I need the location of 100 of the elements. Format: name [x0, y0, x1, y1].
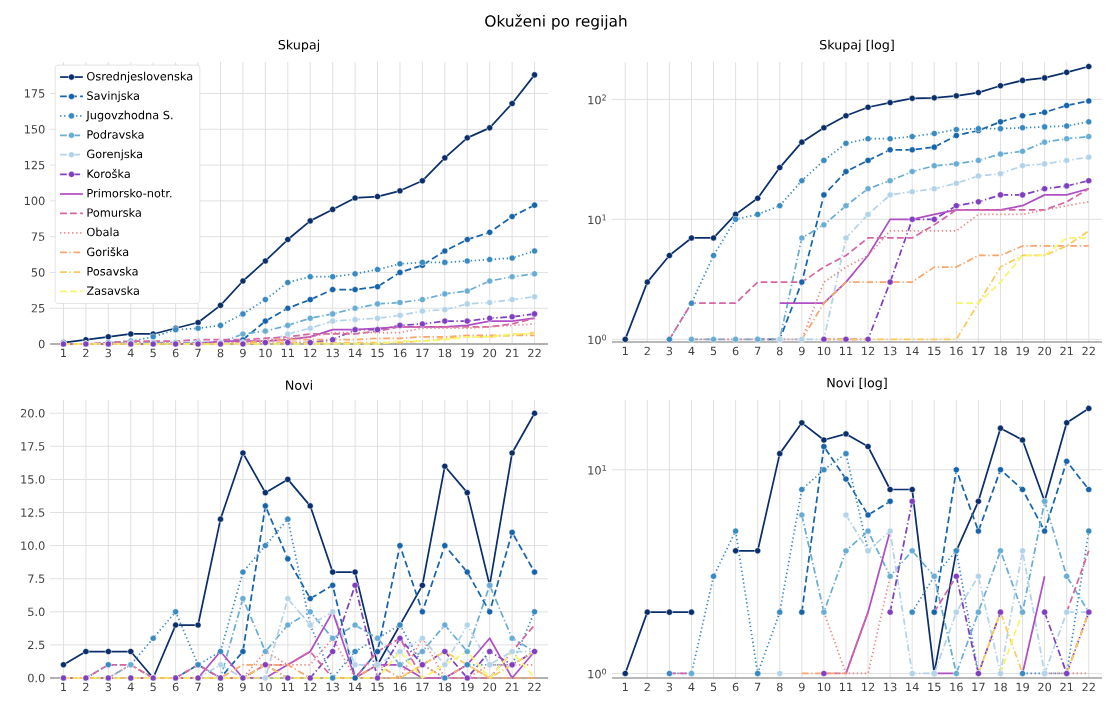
y-tick-label: 17.5	[21, 442, 45, 451]
x-tick-label: 16	[950, 346, 963, 356]
legend-label: Osrednjeslovenska	[87, 71, 193, 83]
x-tick-label: 8	[217, 682, 224, 692]
legend-label: Primorsko-notr.	[87, 188, 172, 198]
x-tick-label: 7	[755, 346, 761, 355]
x-tick-label: 3	[105, 682, 112, 692]
x-tick-label: 5	[150, 348, 156, 358]
x-tick-label: 20	[483, 348, 497, 358]
x-tick-label: 1	[61, 682, 67, 691]
x-tick-label: 20	[1038, 346, 1052, 356]
x-tick-label: 22	[1082, 682, 1095, 692]
y-tick-label: 125	[24, 160, 45, 170]
x-tick-label: 3	[105, 348, 112, 358]
x-tick-label: 2	[83, 682, 89, 692]
x-tick-label: 10	[259, 348, 272, 358]
legend-label: Pomurska	[87, 208, 141, 217]
x-tick-label: 2	[644, 682, 650, 692]
x-tick-label: 21	[1060, 682, 1073, 692]
x-tick-label: 19	[1016, 346, 1029, 356]
x-tick-label: 11	[281, 682, 294, 691]
y-tick-label: 5.0	[28, 607, 45, 617]
y-tick-label: 20.0	[20, 408, 45, 418]
x-tick-label: 14	[906, 682, 919, 691]
x-tick-label: 10	[817, 346, 831, 356]
x-tick-label: 13	[884, 346, 897, 356]
legend-label: Podravska	[87, 129, 144, 139]
x-tick-label: 22	[528, 682, 541, 692]
y-tick-label: 10$^{0}$	[588, 334, 607, 345]
x-tick-label: 15	[928, 682, 941, 692]
x-tick-label: 8	[776, 682, 783, 692]
x-tick-label: 17	[416, 682, 429, 691]
x-tick-label: 9	[798, 682, 805, 692]
x-tick-label: 15	[371, 682, 384, 692]
y-tick-label: 150	[24, 125, 45, 134]
y-tick-label: 10$^{0}$	[588, 668, 607, 679]
chart-title: Novi [log]	[827, 377, 887, 390]
y-tick-label: 100	[24, 196, 45, 206]
x-tick-label: 7	[755, 682, 761, 691]
x-tick-label: 5	[150, 682, 156, 692]
y-tick-label: 25	[31, 303, 45, 313]
x-tick-label: 2	[83, 348, 89, 358]
y-tick-label: 15.0	[21, 475, 45, 484]
y-tick-label: 10$^{1}$	[588, 464, 606, 475]
x-tick-label: 4	[127, 682, 134, 691]
y-tick-label: 10.0	[21, 541, 45, 550]
x-tick-label: 21	[505, 348, 519, 358]
x-tick-label: 5	[710, 346, 717, 356]
x-tick-label: 3	[666, 682, 673, 692]
x-tick-label: 16	[394, 682, 407, 692]
x-tick-label: 17	[416, 348, 429, 357]
x-tick-label: 12	[862, 682, 875, 692]
x-tick-label: 3	[666, 346, 673, 356]
x-tick-label: 19	[1016, 682, 1029, 692]
x-tick-label: 15	[371, 348, 384, 358]
x-tick-label: 6	[732, 346, 739, 356]
y-tick-label: 2.5	[28, 640, 45, 650]
x-tick-label: 11	[840, 346, 853, 355]
x-tick-label: 16	[950, 682, 963, 692]
x-tick-label: 20	[483, 682, 497, 692]
x-tick-label: 4	[127, 348, 134, 357]
legend-label: Goriška	[87, 246, 129, 257]
y-tick-label: 75	[31, 232, 45, 241]
legend-label: Savinjska	[87, 91, 139, 103]
y-tick-label: 7.5	[28, 574, 45, 583]
x-tick-label: 18	[994, 682, 1007, 692]
y-tick-label: 0	[38, 339, 45, 349]
x-tick-label: 1	[622, 682, 628, 691]
x-tick-label: 22	[528, 348, 541, 358]
legend-label: Jugovzhodna S.	[85, 110, 173, 122]
x-tick-label: 18	[438, 682, 452, 692]
x-tick-label: 19	[461, 682, 474, 692]
x-tick-label: 8	[217, 348, 224, 358]
x-tick-label: 1	[622, 346, 628, 355]
x-tick-label: 14	[906, 346, 919, 355]
x-tick-label: 14	[349, 348, 362, 357]
x-tick-label: 19	[461, 348, 474, 358]
x-tick-label: 5	[710, 682, 717, 692]
y-tick-label: 50	[31, 268, 45, 277]
x-tick-label: 8	[776, 346, 783, 356]
y-tick-label: 175	[24, 89, 45, 98]
x-tick-label: 12	[304, 348, 317, 358]
legend-label: Zasavska	[86, 286, 139, 295]
x-tick-label: 6	[732, 682, 739, 692]
chart-title: Skupaj [log]	[820, 39, 894, 52]
legend-label: Posavska	[87, 266, 138, 276]
x-tick-label: 6	[172, 348, 179, 358]
x-tick-label: 12	[862, 346, 875, 356]
x-tick-label: 4	[688, 346, 695, 355]
legend-label: Obala	[87, 227, 119, 237]
x-tick-label: 9	[798, 346, 805, 356]
x-tick-label: 12	[304, 682, 317, 692]
x-tick-label: 21	[1060, 346, 1073, 356]
x-tick-label: 17	[972, 682, 985, 691]
x-tick-label: 13	[326, 682, 339, 692]
x-tick-label: 13	[326, 348, 339, 358]
x-tick-label: 20	[1038, 682, 1052, 692]
y-tick-label: 0.0	[28, 673, 45, 683]
x-tick-label: 14	[349, 682, 362, 691]
x-tick-label: 22	[1082, 346, 1095, 356]
